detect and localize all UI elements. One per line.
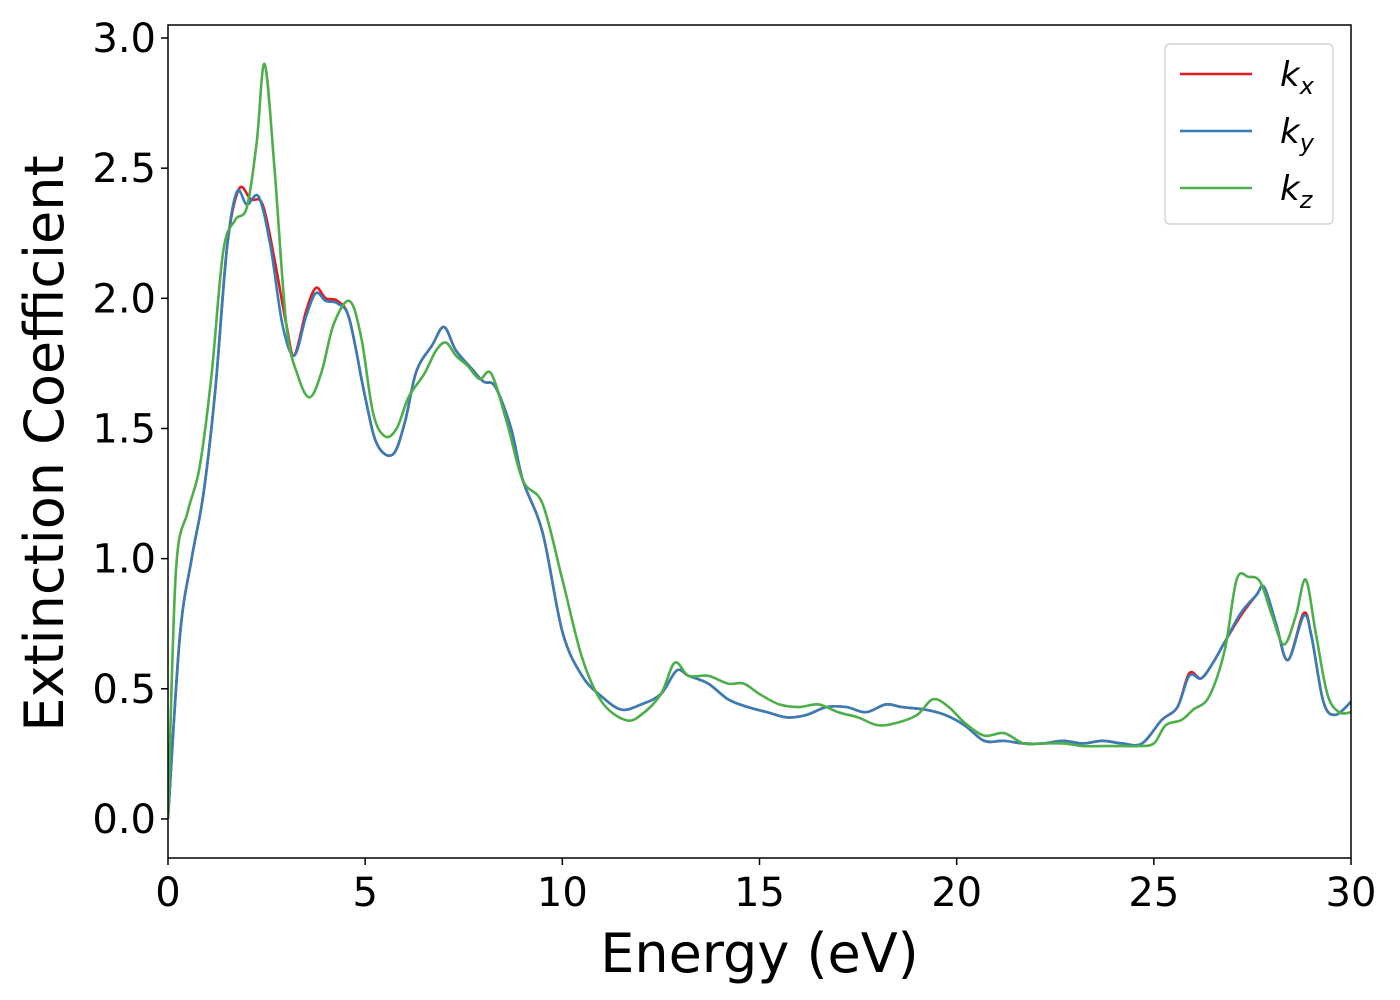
x-tick-label: 15 — [734, 870, 785, 916]
x-tick-label: 5 — [352, 870, 377, 916]
y-tick-label: 0.0 — [92, 797, 156, 843]
legend-label-x: kx — [1280, 55, 1315, 100]
x-tick-label: 10 — [537, 870, 588, 916]
y-tick-label: 1.5 — [92, 406, 156, 452]
series-line-z — [168, 62, 1351, 819]
series-layer — [168, 62, 1351, 820]
y-axis-label: Extinction Coefficient — [13, 155, 76, 731]
x-axis-label: Energy (eV) — [600, 922, 919, 985]
x-tick-label: 25 — [1128, 870, 1179, 916]
x-tick-label: 20 — [931, 870, 982, 916]
legend-label-y: ky — [1280, 112, 1315, 157]
legend: kx ky kz — [1164, 43, 1334, 225]
y-tick-label: 2.5 — [92, 146, 156, 192]
y-tick-label: 0.5 — [92, 667, 156, 713]
ticks-layer: 0 5 10 15 20 25 30 0.0 0.5 1.0 1.5 2.0 2.5 3.0 — [92, 16, 1376, 916]
x-tick-label: 30 — [1326, 870, 1377, 916]
legend-label-z: kz — [1280, 169, 1314, 214]
y-tick-label: 3.0 — [92, 16, 156, 62]
x-tick-label: 0 — [155, 870, 180, 916]
y-tick-label: 1.0 — [92, 537, 156, 583]
y-tick-label: 2.0 — [92, 276, 156, 322]
legend-box — [1164, 43, 1334, 225]
